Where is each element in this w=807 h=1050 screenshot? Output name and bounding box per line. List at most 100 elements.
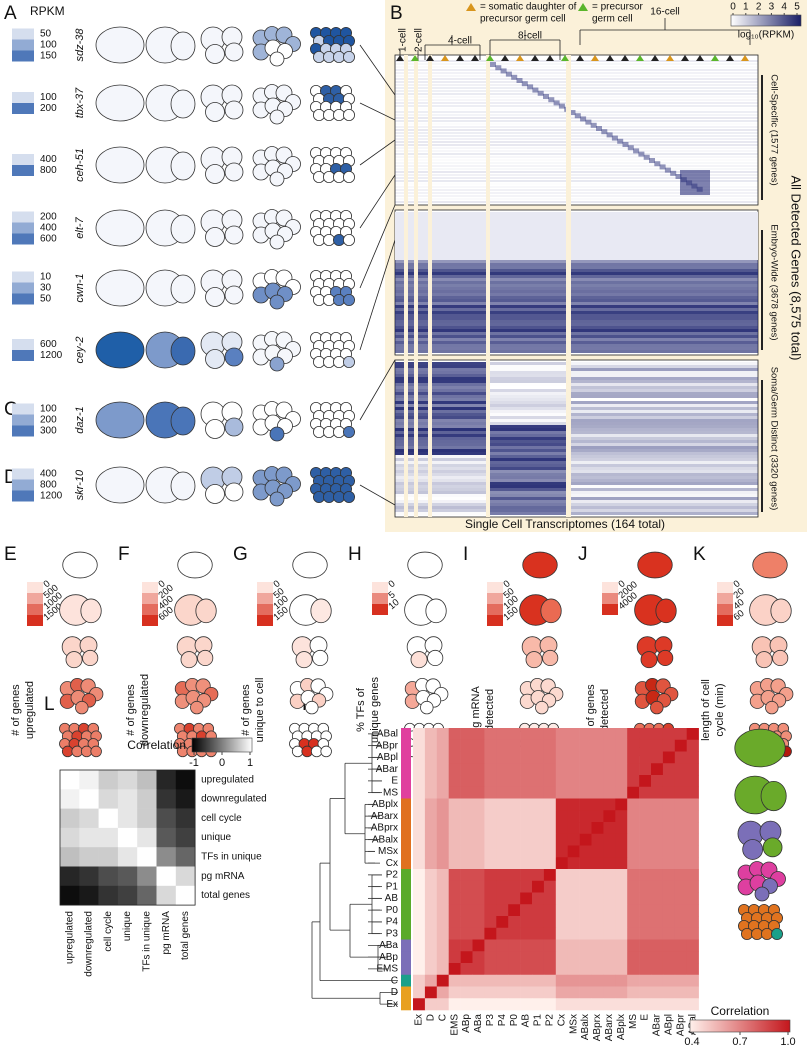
heatmap-cell	[615, 798, 628, 811]
heatmap-row	[487, 503, 567, 506]
heatmap-cell	[424, 998, 438, 1011]
heatmap-cell	[567, 833, 580, 846]
heatmap-row	[567, 422, 758, 425]
heatmap-cell	[98, 770, 119, 790]
legend-value: 100	[40, 92, 57, 103]
heatmap-row	[395, 350, 758, 353]
row-label: ABar	[376, 764, 399, 775]
heatmap-cell	[508, 798, 521, 811]
col-label: MS	[628, 1014, 639, 1029]
heatmap-row	[567, 497, 758, 500]
heatmap-cell	[567, 939, 580, 952]
legend-swatch	[27, 604, 43, 615]
heatmap-cell	[555, 845, 568, 858]
heatmap-row	[395, 284, 758, 287]
embryo-cell	[410, 651, 428, 669]
heatmap-row	[567, 392, 758, 395]
group-strip	[401, 939, 411, 952]
heatmap-cell	[662, 986, 676, 999]
heatmap-cell	[472, 845, 485, 858]
legend-value: 1200	[40, 491, 63, 502]
heatmap-cell	[662, 751, 676, 764]
heatmap-block	[617, 138, 624, 144]
embryo-cell	[62, 551, 98, 579]
heatmap-cell	[484, 869, 497, 882]
heatmap-row	[567, 440, 758, 443]
heatmap-cell	[156, 847, 177, 867]
embryo-cell	[205, 484, 225, 504]
heatmap-cell	[472, 822, 485, 835]
col-label: ABarx	[604, 1014, 615, 1041]
heatmap-cell	[591, 951, 604, 964]
embryo-cell	[269, 491, 285, 507]
heatmap-row	[487, 365, 567, 368]
embryo-cell	[751, 928, 764, 941]
heatmap-cell	[579, 822, 592, 835]
colorbar	[191, 737, 253, 753]
legend-value: 50	[40, 29, 52, 40]
gene-name: sdz-38	[74, 28, 86, 62]
heatmap-cell	[424, 845, 438, 858]
heatmap-row	[395, 266, 758, 269]
heatmap-row	[567, 443, 758, 446]
heatmap-cell	[603, 998, 616, 1011]
heatmap-cell	[543, 857, 557, 870]
heatmap-cell	[436, 728, 449, 741]
legend-value: 10	[40, 272, 52, 283]
heatmap-cell	[520, 798, 533, 811]
heatmap-row	[395, 485, 487, 488]
embryo-cell	[525, 651, 543, 669]
heatmap-cell	[639, 998, 652, 1011]
heatmap-cell	[413, 892, 426, 905]
heatmap-cell	[532, 857, 545, 870]
embryo-cell	[205, 102, 225, 122]
heatmap-cell	[484, 951, 497, 964]
heatmap-cell	[413, 974, 426, 987]
heatmap-cell	[532, 998, 545, 1011]
legend-swatch	[12, 154, 34, 165]
heatmap-block	[606, 132, 613, 138]
embryo-cell	[170, 89, 196, 119]
heatmap-cell	[60, 866, 80, 887]
heatmap-cell	[436, 845, 449, 858]
heatmap-row	[567, 479, 758, 482]
heatmap-row	[395, 461, 487, 464]
heatmap-cell	[436, 786, 449, 799]
heatmap-block	[638, 151, 645, 157]
embryo-cell	[170, 151, 196, 181]
heatmap-cell	[424, 904, 438, 917]
heatmap-cell	[639, 775, 652, 788]
heatmap-cell	[520, 833, 533, 846]
heatmap-cell	[413, 822, 426, 835]
embryo-cell	[95, 84, 145, 122]
embryo-cell	[205, 227, 225, 247]
heatmap-cell	[579, 739, 592, 752]
heatmap-cell	[615, 986, 628, 999]
heatmap-cell	[508, 786, 521, 799]
heatmap-row	[487, 470, 567, 473]
heatmap-row	[487, 464, 567, 467]
heatmap-cell	[555, 998, 568, 1011]
embryo-cell	[772, 649, 789, 666]
heatmap-row	[395, 371, 487, 374]
heatmap-cell	[543, 810, 557, 823]
heatmap-cell	[615, 822, 628, 835]
heatmap-cell	[496, 869, 509, 882]
group-strip	[401, 998, 411, 1011]
heatmap-cell	[627, 751, 640, 764]
cell-marker	[426, 55, 434, 61]
heatmap-block	[590, 122, 597, 128]
row-label: upregulated	[201, 774, 254, 785]
heatmap-cell	[662, 998, 676, 1011]
heatmap-cell	[651, 786, 664, 799]
embryo-cell	[305, 700, 319, 715]
heatmap-cell	[436, 751, 449, 764]
heatmap-cell	[567, 951, 580, 964]
heatmap-block	[395, 212, 758, 260]
connector	[359, 239, 396, 351]
embryo-cell	[170, 214, 196, 244]
heatmap-cell	[662, 892, 676, 905]
embryo-cell	[322, 233, 335, 246]
heatmap-row	[395, 329, 758, 332]
heatmap-row	[395, 413, 487, 416]
